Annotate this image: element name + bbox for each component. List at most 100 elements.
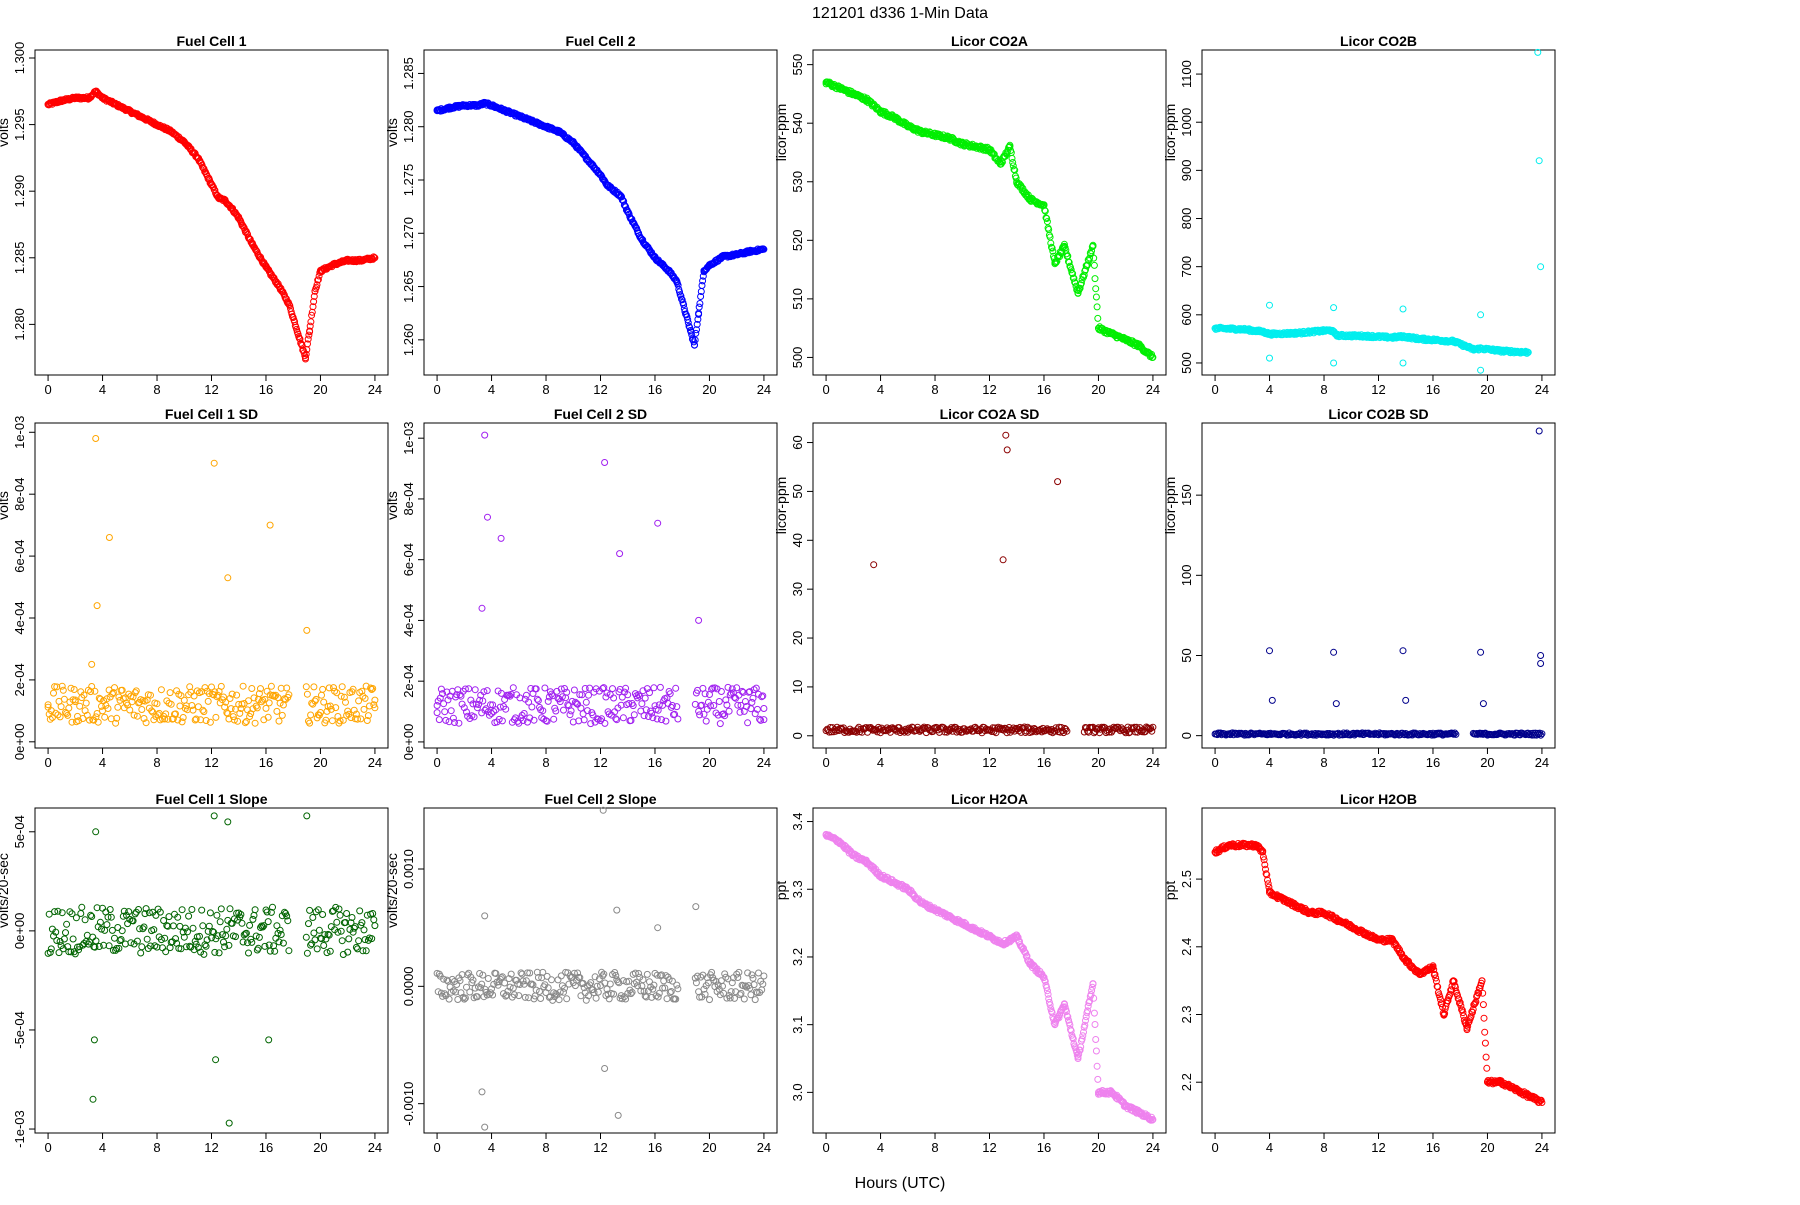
x-tick-label: 4 bbox=[1266, 755, 1273, 770]
data-point bbox=[339, 938, 345, 944]
x-tick-label: 12 bbox=[982, 382, 996, 397]
data-point bbox=[1538, 661, 1544, 667]
data-point bbox=[213, 1057, 219, 1063]
x-tick-label: 8 bbox=[542, 755, 549, 770]
data-point bbox=[571, 687, 577, 693]
data-point bbox=[655, 925, 661, 931]
data-point bbox=[264, 688, 270, 694]
data-point bbox=[321, 943, 327, 949]
x-tick-label: 20 bbox=[702, 1140, 716, 1155]
x-tick-label: 8 bbox=[542, 382, 549, 397]
x-axis-label: Hours (UTC) bbox=[855, 1175, 946, 1192]
data-point bbox=[304, 627, 310, 633]
data-point bbox=[1333, 701, 1339, 707]
data-point bbox=[93, 829, 99, 835]
data-point bbox=[93, 436, 99, 442]
data-point bbox=[240, 683, 246, 689]
x-tick-label: 12 bbox=[982, 755, 996, 770]
data-point bbox=[144, 936, 150, 942]
y-tick-label: 3.2 bbox=[790, 948, 805, 966]
data-point bbox=[657, 684, 663, 690]
data-point bbox=[567, 712, 573, 718]
data-point bbox=[83, 700, 89, 706]
x-tick-label: 20 bbox=[1091, 382, 1105, 397]
data-point bbox=[286, 948, 292, 954]
data-point bbox=[482, 432, 488, 438]
data-point bbox=[308, 319, 314, 325]
data-point bbox=[1478, 367, 1484, 373]
data-point bbox=[485, 514, 491, 520]
data-point bbox=[1004, 447, 1010, 453]
data-point bbox=[693, 904, 699, 910]
x-tick-label: 0 bbox=[1211, 755, 1218, 770]
y-tick-label: 0.0000 bbox=[401, 966, 416, 1006]
points-co2asd bbox=[823, 432, 1156, 736]
data-point bbox=[761, 973, 767, 979]
data-point bbox=[472, 687, 478, 693]
y-tick-label: 60 bbox=[790, 435, 805, 449]
data-point bbox=[226, 1120, 232, 1126]
data-point bbox=[442, 709, 448, 715]
y-tick-label: 1.300 bbox=[12, 42, 27, 75]
data-point bbox=[329, 718, 335, 724]
y-tick-label: 540 bbox=[790, 112, 805, 134]
data-point bbox=[310, 915, 316, 921]
data-point bbox=[1094, 1063, 1100, 1069]
x-tick-label: 20 bbox=[1480, 755, 1494, 770]
data-point bbox=[1478, 312, 1484, 318]
x-tick-label: 0 bbox=[433, 755, 440, 770]
x-tick-label: 16 bbox=[1037, 755, 1051, 770]
data-point bbox=[320, 686, 326, 692]
data-point bbox=[254, 705, 260, 711]
points-fc1slope bbox=[45, 813, 378, 1126]
y-tick-label: -1e-03 bbox=[12, 1110, 27, 1148]
data-point bbox=[344, 911, 350, 917]
data-point bbox=[63, 930, 69, 936]
y-axis-label: ppt bbox=[1162, 881, 1178, 901]
x-tick-label: 20 bbox=[1091, 755, 1105, 770]
data-point bbox=[250, 916, 256, 922]
data-point bbox=[94, 603, 100, 609]
y-tick-label: 700 bbox=[1179, 256, 1194, 278]
y-tick-label: 900 bbox=[1179, 160, 1194, 182]
panel-title: Licor CO2A bbox=[951, 33, 1028, 49]
data-point bbox=[1094, 304, 1100, 310]
data-point bbox=[568, 708, 574, 714]
y-tick-label: 100 bbox=[1179, 564, 1194, 586]
data-point bbox=[564, 996, 570, 1002]
y-tick-label: 1e-03 bbox=[401, 422, 416, 455]
data-point bbox=[1400, 306, 1406, 312]
data-point bbox=[732, 995, 738, 1001]
data-point bbox=[602, 460, 608, 466]
data-point bbox=[1092, 1022, 1098, 1028]
y-tick-label: 520 bbox=[790, 229, 805, 251]
data-point bbox=[623, 685, 629, 691]
x-tick-label: 16 bbox=[1426, 1140, 1440, 1155]
data-point bbox=[1003, 432, 1009, 438]
y-tick-label: 600 bbox=[1179, 304, 1194, 326]
x-tick-label: 20 bbox=[1480, 382, 1494, 397]
data-point bbox=[106, 535, 112, 541]
data-point bbox=[549, 977, 555, 983]
data-point bbox=[313, 696, 319, 702]
data-point bbox=[205, 698, 211, 704]
data-point bbox=[1536, 428, 1542, 434]
y-tick-label: 500 bbox=[790, 347, 805, 369]
x-tick-label: 0 bbox=[1211, 1140, 1218, 1155]
data-point bbox=[79, 904, 85, 910]
data-point bbox=[167, 690, 173, 696]
panel-title: Licor H2OA bbox=[951, 791, 1028, 807]
data-point bbox=[482, 1124, 488, 1130]
data-point bbox=[717, 721, 723, 727]
data-point bbox=[249, 686, 255, 692]
data-point bbox=[1095, 315, 1101, 321]
data-point bbox=[697, 301, 703, 307]
data-point bbox=[357, 908, 363, 914]
data-point bbox=[750, 695, 756, 701]
data-point bbox=[1092, 276, 1098, 282]
data-point bbox=[158, 687, 164, 693]
